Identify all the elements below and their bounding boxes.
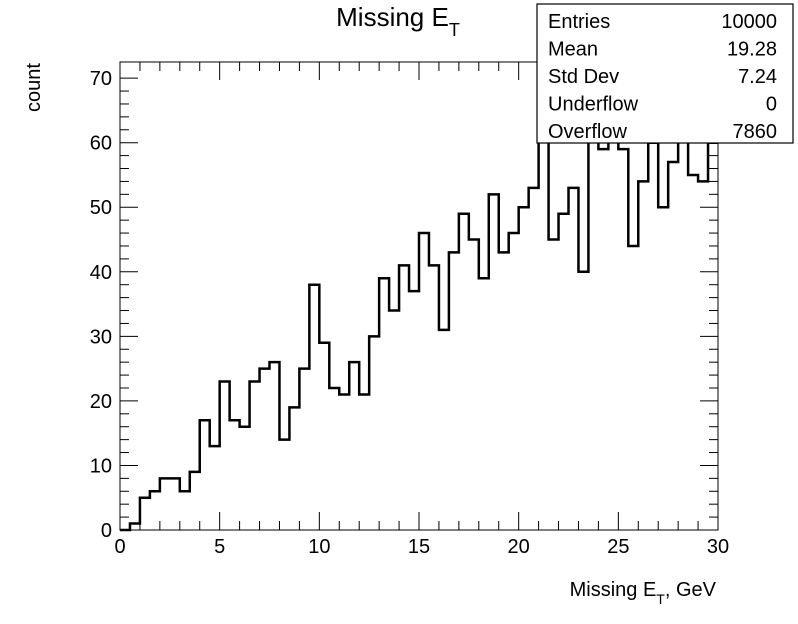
histogram-bin xyxy=(648,143,658,530)
histogram-bin xyxy=(549,240,559,530)
y-tick-label: 10 xyxy=(90,455,112,477)
histogram-bin xyxy=(569,188,579,530)
y-axis-ticks: 0 10 20 30 40 50 60 70 xyxy=(90,68,718,542)
histogram-bin xyxy=(698,181,708,530)
histogram-bin xyxy=(559,214,569,530)
chart-title-main: Missing E xyxy=(336,2,449,32)
x-tick-label: 5 xyxy=(214,536,225,558)
histogram-bin xyxy=(379,278,389,530)
histogram-bin xyxy=(449,252,459,530)
histogram-bin xyxy=(429,265,439,530)
histogram-bin xyxy=(668,162,678,530)
histogram-bin xyxy=(150,491,160,530)
x-tick-label: 0 xyxy=(114,536,125,558)
histogram-bin xyxy=(678,136,688,530)
histogram-bin xyxy=(399,265,409,530)
x-tick-label: 10 xyxy=(308,536,330,558)
histogram-bin xyxy=(439,330,449,530)
x-axis-label-main: Missing E xyxy=(570,579,657,601)
histogram-bin xyxy=(539,136,549,530)
stats-label: Mean xyxy=(548,39,598,61)
histogram-bin xyxy=(459,214,469,530)
histogram-bin xyxy=(489,194,499,530)
histogram-bin xyxy=(509,233,519,530)
histogram-bin xyxy=(578,272,588,530)
y-tick-label: 0 xyxy=(101,520,112,542)
x-tick-label: 15 xyxy=(408,536,430,558)
histogram-bin xyxy=(628,246,638,530)
y-tick-label: 40 xyxy=(90,262,112,284)
histogram-bin xyxy=(240,427,250,530)
histogram-bin xyxy=(329,388,339,530)
y-tick-label: 60 xyxy=(90,133,112,155)
histogram-bin xyxy=(319,343,329,530)
histogram-bin xyxy=(220,382,230,530)
histogram-bin xyxy=(140,498,150,530)
histogram-bin xyxy=(260,369,270,530)
histogram-outline xyxy=(120,134,718,532)
stats-box: Entries 10000 Mean 19.28 Std Dev 7.24 Underflo… xyxy=(536,3,794,144)
stats-label: Entries xyxy=(548,11,610,33)
histogram-bin xyxy=(309,285,319,530)
y-tick-label: 70 xyxy=(90,68,112,90)
x-tick-label: 25 xyxy=(607,536,629,558)
histogram-bin xyxy=(250,382,260,530)
stats-label: Underflow xyxy=(548,94,639,116)
histogram-bin xyxy=(180,491,190,530)
histogram-bin xyxy=(190,472,200,530)
x-axis-label-subscript: T xyxy=(656,591,665,607)
histogram-bin xyxy=(499,252,509,530)
histogram-bins xyxy=(130,136,718,530)
histogram-bin xyxy=(349,362,359,530)
histogram-bin xyxy=(409,291,419,530)
y-axis-label: count xyxy=(23,63,45,112)
histogram-bin xyxy=(608,136,618,530)
histogram-bin xyxy=(230,420,240,530)
histogram-bin xyxy=(479,278,489,530)
histogram-bin xyxy=(170,478,180,530)
histogram-bin xyxy=(289,407,299,530)
x-tick-label: 20 xyxy=(508,536,530,558)
histogram-bin xyxy=(359,394,369,530)
histogram-bin xyxy=(369,336,379,530)
y-tick-label: 50 xyxy=(90,197,112,219)
x-axis-label: Missing ET, GeV xyxy=(570,579,717,607)
stats-value: 10000 xyxy=(721,11,777,33)
stats-value: 19.28 xyxy=(727,39,777,61)
stats-box-frame xyxy=(536,3,794,144)
histogram-bin xyxy=(658,207,668,530)
chart-title: Missing ET xyxy=(336,2,460,40)
x-tick-label: 30 xyxy=(707,536,729,558)
stats-value: 0 xyxy=(766,94,777,116)
x-axis-label-suffix: , GeV xyxy=(665,579,717,601)
histogram-bin xyxy=(279,440,289,530)
y-tick-label: 30 xyxy=(90,326,112,348)
x-axis-ticks: 0 5 10 15 20 25 30 xyxy=(114,62,729,558)
histogram-bin xyxy=(200,420,210,530)
stats-label: Overflow xyxy=(548,121,627,143)
histogram-bin xyxy=(469,240,479,530)
histogram-bin xyxy=(688,175,698,530)
histogram-bin xyxy=(519,207,529,530)
histogram-bin xyxy=(529,188,539,530)
histogram-bin xyxy=(270,362,280,530)
y-tick-label: 20 xyxy=(90,391,112,413)
histogram-bin xyxy=(210,446,220,530)
stats-value: 7860 xyxy=(733,121,778,143)
histogram-bin xyxy=(618,149,628,530)
stats-value: 7.24 xyxy=(738,66,777,88)
histogram-bin xyxy=(598,149,608,530)
histogram-bin xyxy=(339,394,349,530)
histogram-bin xyxy=(419,233,429,530)
histogram-bin xyxy=(389,311,399,530)
histogram-bin xyxy=(638,181,648,530)
histogram-bin xyxy=(299,369,309,530)
stats-label: Std Dev xyxy=(548,66,619,88)
histogram-bin xyxy=(160,478,170,530)
histogram-bin xyxy=(588,136,598,530)
chart-title-subscript: T xyxy=(449,20,460,40)
